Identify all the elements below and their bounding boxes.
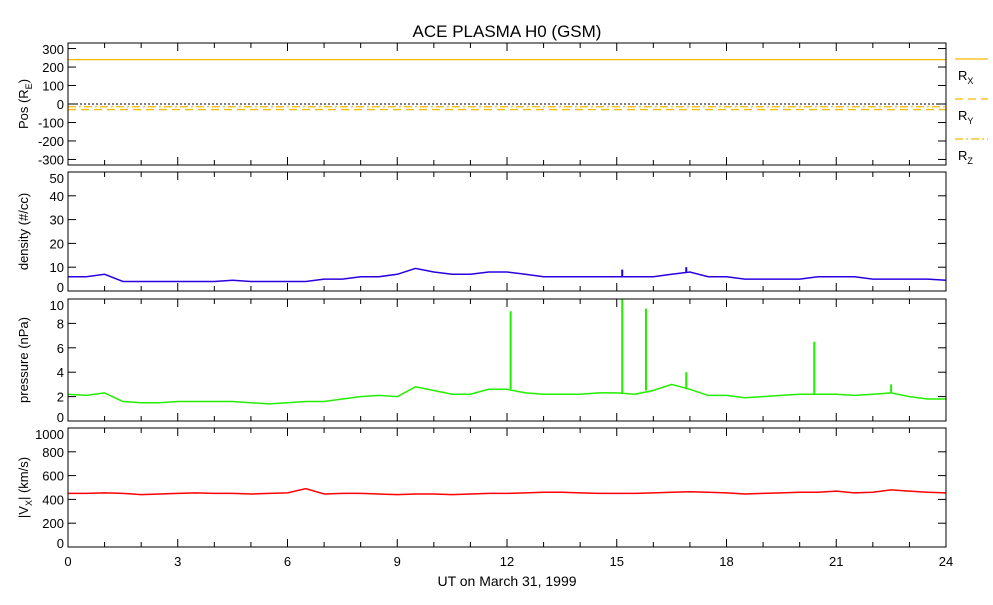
legend-label: RY [958, 108, 973, 126]
y-tick-label: -300 [38, 152, 64, 167]
y-tick-label: 4 [57, 365, 64, 380]
x-tick-label: 18 [719, 554, 733, 569]
y-tick-label: -200 [38, 134, 64, 149]
chart-title: ACE PLASMA H0 (GSM) [413, 22, 602, 41]
y-tick-label: 20 [50, 236, 64, 251]
y-axis-label-0: Pos (RE) [16, 79, 34, 129]
panel-frame [67, 42, 947, 166]
panel-0: RX RY RZ 300 200 100 0 -100 -200 -300 [38, 42, 988, 167]
y-tick-label: 300 [42, 42, 64, 57]
y-tick-label: 600 [42, 469, 64, 484]
y-tick-label: 10 [50, 260, 64, 275]
x-tick-label: 12 [500, 554, 514, 569]
y-tick-label: 800 [42, 445, 64, 460]
y-tick-label: 1000 [35, 427, 64, 442]
legend-label: RX [958, 68, 973, 86]
legend-label: RZ [958, 148, 973, 166]
y-tick-label: 50 [50, 171, 64, 186]
y-tick-label: 200 [42, 60, 64, 75]
series-line-Vx [68, 487, 947, 496]
y-tick-label: 30 [50, 213, 64, 228]
y-tick-label: 200 [42, 516, 64, 531]
y-tick-label: 0 [57, 410, 64, 425]
y-axis-label-2: pressure (nPa) [16, 317, 31, 403]
y-tick-label: 0 [57, 97, 64, 112]
x-axis-label: UT on March 31, 1999 [437, 573, 576, 589]
y-tick-label: 40 [50, 189, 64, 204]
panel-frame [67, 171, 947, 292]
series-line-density [68, 267, 947, 283]
series-line-pressure [67, 383, 946, 405]
x-tick-label: 21 [829, 554, 843, 569]
panel-frame [67, 427, 947, 548]
y-tick-label: -100 [38, 115, 64, 130]
x-tick-label: 24 [939, 554, 953, 569]
y-tick-label: 100 [42, 79, 64, 94]
x-tick-label: 9 [394, 554, 401, 569]
y-tick-label: 0 [57, 536, 64, 551]
y-tick-label: 2 [57, 390, 64, 405]
x-tick-label: 6 [284, 554, 291, 569]
panel-3: 0 200 400 600 800 1000 [35, 427, 947, 551]
y-tick-label: 0 [57, 280, 64, 295]
panel-1: 0 10 20 30 40 50 [50, 171, 947, 295]
x-tick-label: 15 [610, 554, 624, 569]
y-tick-label: 400 [42, 492, 64, 507]
y-axis-label-3: |VX| (km/s) [16, 457, 34, 518]
y-tick-label: 8 [57, 316, 64, 331]
panel-2: 0 2 4 6 8 10 [50, 298, 947, 425]
y-tick-label: 6 [57, 341, 64, 356]
y-tick-label: 10 [50, 298, 64, 313]
y-axis-label-1: density (#/cc) [16, 193, 31, 270]
x-tick-label: 3 [174, 554, 181, 569]
x-tick-label: 0 [64, 554, 71, 569]
